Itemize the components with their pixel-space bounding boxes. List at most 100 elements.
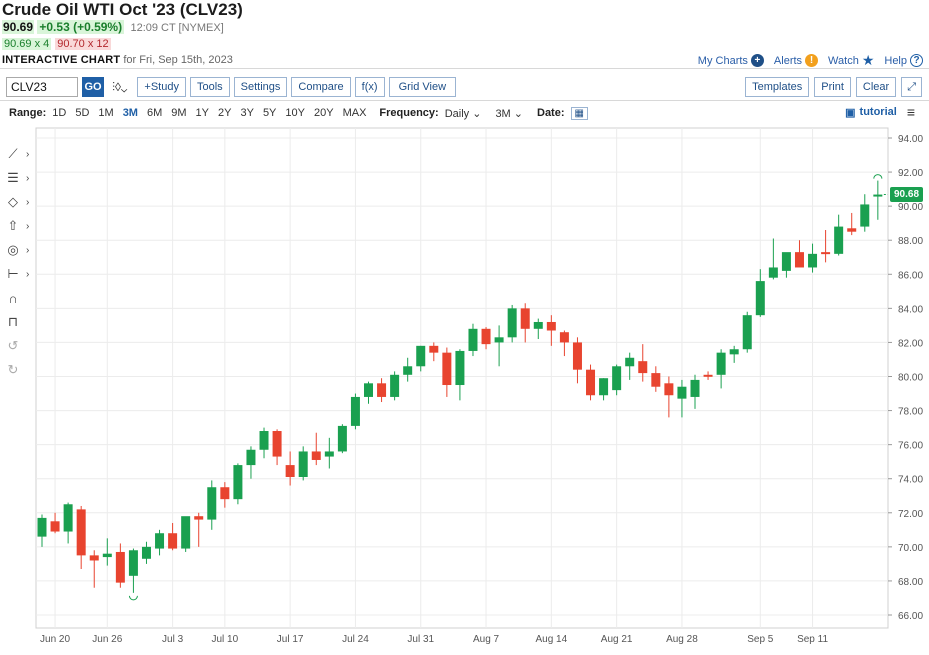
candle-body — [76, 509, 86, 556]
period-select[interactable]: 3M ⌄ — [495, 107, 523, 120]
range-label: Range: — [9, 107, 47, 119]
candle-body — [781, 252, 791, 271]
candle-body — [572, 342, 582, 370]
calendar-icon[interactable]: ▦ — [570, 106, 588, 120]
my-charts-link[interactable]: My Charts + — [698, 54, 764, 67]
candle-body — [821, 252, 831, 255]
range-option-9m[interactable]: 9M — [171, 107, 187, 119]
candle-body — [220, 487, 230, 500]
candle-body — [768, 267, 778, 278]
candle-body — [716, 352, 726, 375]
undo-tool[interactable]: ↺ — [4, 334, 36, 358]
plus-icon: + — [750, 54, 764, 67]
trendline-tool[interactable]: ⟋ › — [4, 142, 36, 166]
y-tick-label: 94.00 — [898, 134, 923, 145]
x-tick-label: Jul 31 — [407, 634, 434, 645]
fx-button[interactable]: f(x) — [354, 77, 385, 97]
expand-icon[interactable]: ⤢ — [901, 77, 922, 97]
study-button[interactable]: +Study — [137, 77, 186, 97]
alerts-label: Alerts — [773, 54, 803, 67]
price-change: +0.53 (+0.59%) — [37, 20, 125, 34]
print-button[interactable]: Print — [814, 77, 851, 97]
range-option-5d[interactable]: 5D — [75, 107, 90, 119]
candle-body — [625, 357, 635, 367]
range-option-2y[interactable]: 2Y — [218, 107, 232, 119]
range-list: 1D 5D 1M 3M 6M 9M 1Y 2Y 3Y 5Y 10Y 20Y MAX — [52, 107, 375, 119]
range-option-5y[interactable]: 5Y — [262, 107, 277, 119]
arrow-up-icon: ⇧ — [7, 218, 19, 233]
y-tick-label: 70.00 — [898, 543, 923, 554]
chart-type-icon[interactable]: ⫶◊⌄ — [112, 79, 128, 94]
lock-tool[interactable]: ⊓ — [4, 310, 36, 334]
candle-body — [808, 253, 818, 268]
tutorial-link[interactable]: ▣ tutorial ≡ — [845, 104, 915, 120]
quote-line: 90.69 +0.53 (+0.59%) 12:09 CT [NYMEX] — [2, 20, 224, 34]
y-tick-label: 92.00 — [898, 168, 923, 179]
candle-body — [311, 451, 321, 460]
chart-label: INTERACTIVE CHART — [2, 54, 121, 66]
chart-date: for Fri, Sep 15th, 2023 — [123, 54, 233, 66]
price-chart[interactable]: 94.00 92.00 90.00 88.00 86.00 84.00 82.00 80.00… — [0, 126, 929, 655]
measure-tool[interactable]: ⊢ › — [4, 262, 36, 286]
candle-body — [533, 321, 543, 329]
settings-button[interactable]: Settings — [233, 77, 288, 97]
redo-tool[interactable]: ↻ — [4, 358, 36, 382]
range-option-1m[interactable]: 1M — [98, 107, 114, 119]
symbol-input[interactable] — [6, 77, 78, 97]
range-option-1y[interactable]: 1Y — [195, 107, 209, 119]
go-button[interactable]: GO — [82, 77, 104, 97]
chevron-right-icon: › — [26, 172, 30, 184]
divider — [0, 68, 929, 69]
magnet-tool[interactable]: ∩ — [4, 286, 36, 310]
menu-icon[interactable]: ≡ — [906, 104, 915, 120]
templates-button[interactable]: Templates — [745, 77, 810, 97]
range-option-1d[interactable]: 1D — [52, 107, 67, 119]
range-option-10y[interactable]: 10Y — [285, 107, 305, 119]
alert-icon: ! — [805, 54, 819, 67]
x-tick-label: Jul 17 — [277, 634, 304, 645]
chart-subtitle: INTERACTIVE CHART for Fri, Sep 15th, 202… — [2, 54, 233, 66]
range-bar: Range: 1D 5D 1M 3M 6M 9M 1Y 2Y 3Y 5Y 10Y 20Y MAX Fre… — [9, 104, 921, 122]
trendline-icon: ⟋ — [8, 146, 18, 161]
text-tool[interactable]: ◎ › — [4, 238, 36, 262]
x-tick-label: Sep 5 — [747, 634, 774, 645]
chevron-right-icon: › — [26, 196, 30, 208]
tools-button[interactable]: Tools — [189, 77, 230, 97]
period-value: 3M — [495, 107, 511, 120]
candle-body — [364, 383, 373, 397]
chevron-right-icon: › — [26, 148, 30, 160]
candle-body — [259, 431, 269, 450]
film-icon: ▣ — [845, 106, 856, 119]
y-tick-label: 68.00 — [898, 577, 923, 588]
alerts-link[interactable]: Alerts! — [773, 54, 819, 67]
range-option-max[interactable]: MAX — [342, 107, 367, 119]
range-option-3m[interactable]: 3M — [122, 107, 138, 119]
candle-body — [651, 373, 661, 387]
x-tick-label: Jul 24 — [342, 634, 369, 645]
x-tick-label: Jun 26 — [92, 634, 122, 645]
arrow-tool[interactable]: ⇧ › — [4, 214, 36, 238]
x-tick-label: Aug 28 — [666, 634, 698, 645]
compare-button[interactable]: Compare — [291, 77, 351, 97]
range-option-20y[interactable]: 20Y — [313, 107, 334, 119]
chart-toolbar-right: Templates Print Clear ⤢ — [745, 77, 922, 97]
range-option-6m[interactable]: 6M — [146, 107, 163, 119]
chevron-down-icon: ⌄ — [472, 107, 482, 120]
tutorial-label: tutorial — [859, 106, 897, 118]
grid-view-button[interactable]: Grid View — [388, 77, 457, 97]
fibonacci-tool[interactable]: ☰ › — [4, 166, 36, 190]
watch-link[interactable]: Watch ★ — [828, 52, 874, 69]
magnet-icon: ∩ — [8, 290, 18, 306]
candle-body — [128, 550, 138, 576]
help-link[interactable]: Help? — [884, 54, 923, 67]
range-option-3y[interactable]: 3Y — [240, 107, 254, 119]
candle-body — [272, 431, 282, 457]
frequency-select[interactable]: Daily ⌄ — [445, 107, 482, 120]
ask-value: 90.70 x 12 — [55, 38, 111, 50]
x-tick-label: Sep 11 — [797, 634, 828, 645]
bid-ask: 90.69 x 4 90.70 x 12 — [2, 38, 111, 50]
clear-button[interactable]: Clear — [855, 77, 897, 97]
x-tick-label: Aug 7 — [473, 634, 500, 645]
shapes-tool[interactable]: ◇ › — [4, 190, 36, 214]
candle-body — [181, 516, 191, 549]
